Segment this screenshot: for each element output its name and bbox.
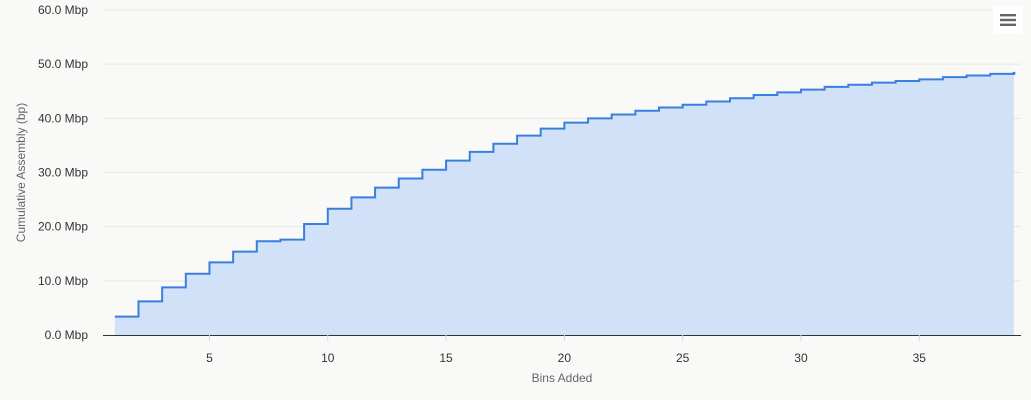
- y-tick-label: 0.0 Mbp: [45, 328, 89, 342]
- x-tick-label: 20: [558, 351, 572, 365]
- axes: [103, 335, 1021, 341]
- chart-menu-button[interactable]: [993, 6, 1023, 33]
- y-tick-label: 40.0 Mbp: [38, 111, 88, 125]
- x-tick-label: 15: [439, 351, 453, 365]
- area-layer: [114, 71, 1016, 335]
- x-tick-label: 35: [913, 351, 927, 365]
- series-end-marker: [1012, 71, 1016, 75]
- x-tick-label: 10: [321, 351, 335, 365]
- x-tick-label: 25: [676, 351, 690, 365]
- x-tick-labels: 5 10 15 20 25 30 35: [206, 351, 926, 365]
- y-tick-labels: 0.0 Mbp 10.0 Mbp 20.0 Mbp 30.0 Mbp 40.0 Mbp 5…: [38, 3, 88, 342]
- series-area-fill: [114, 73, 1014, 335]
- y-tick-label: 30.0 Mbp: [38, 166, 88, 180]
- x-tick-label: 5: [206, 351, 213, 365]
- y-tick-label: 10.0 Mbp: [38, 274, 88, 288]
- y-tick-label: 50.0 Mbp: [38, 57, 88, 71]
- y-tick-label: 20.0 Mbp: [38, 220, 88, 234]
- y-axis-title: Cumulative Assembly (bp): [14, 103, 28, 242]
- y-tick-label: 60.0 Mbp: [38, 3, 88, 17]
- x-tick-label: 30: [794, 351, 808, 365]
- hamburger-icon: [1000, 14, 1016, 26]
- x-axis-title: Bins Added: [532, 371, 593, 385]
